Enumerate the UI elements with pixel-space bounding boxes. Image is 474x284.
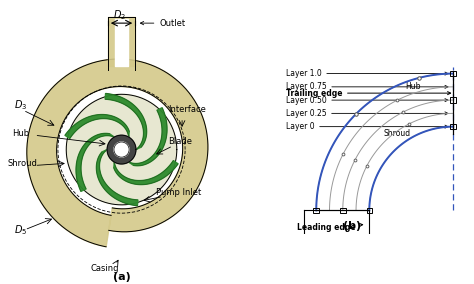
Text: Layer 0: Layer 0 (285, 122, 448, 131)
Text: Trailing edge: Trailing edge (285, 89, 451, 98)
Text: Casing: Casing (91, 264, 119, 273)
Polygon shape (114, 160, 178, 185)
Text: (b): (b) (344, 221, 362, 231)
Text: Layer 0.75: Layer 0.75 (285, 82, 448, 91)
Text: Leading edge: Leading edge (297, 223, 363, 232)
Text: Layer 0.25: Layer 0.25 (285, 109, 448, 118)
Text: Pump Inlet: Pump Inlet (155, 188, 201, 197)
Text: $D_3$: $D_3$ (14, 98, 27, 112)
Text: Hub: Hub (12, 129, 29, 138)
Polygon shape (105, 93, 146, 150)
Text: Layer 1.0: Layer 1.0 (285, 69, 448, 78)
Circle shape (114, 142, 129, 157)
Polygon shape (65, 114, 129, 139)
Text: $D_5$: $D_5$ (14, 223, 27, 237)
Polygon shape (66, 94, 177, 205)
Polygon shape (27, 59, 208, 247)
Text: Shroud: Shroud (383, 129, 410, 138)
Text: Layer 0.50: Layer 0.50 (285, 96, 448, 105)
Text: Blade: Blade (168, 137, 192, 145)
Polygon shape (96, 150, 138, 206)
Polygon shape (129, 108, 167, 166)
Text: Interface: Interface (168, 105, 206, 114)
Text: Shroud: Shroud (8, 159, 38, 168)
Text: $D_2$: $D_2$ (113, 9, 127, 22)
Text: Outlet: Outlet (140, 19, 185, 28)
Polygon shape (107, 135, 136, 164)
Text: (a): (a) (113, 272, 130, 282)
Text: Hub: Hub (405, 82, 421, 91)
Polygon shape (76, 133, 114, 191)
